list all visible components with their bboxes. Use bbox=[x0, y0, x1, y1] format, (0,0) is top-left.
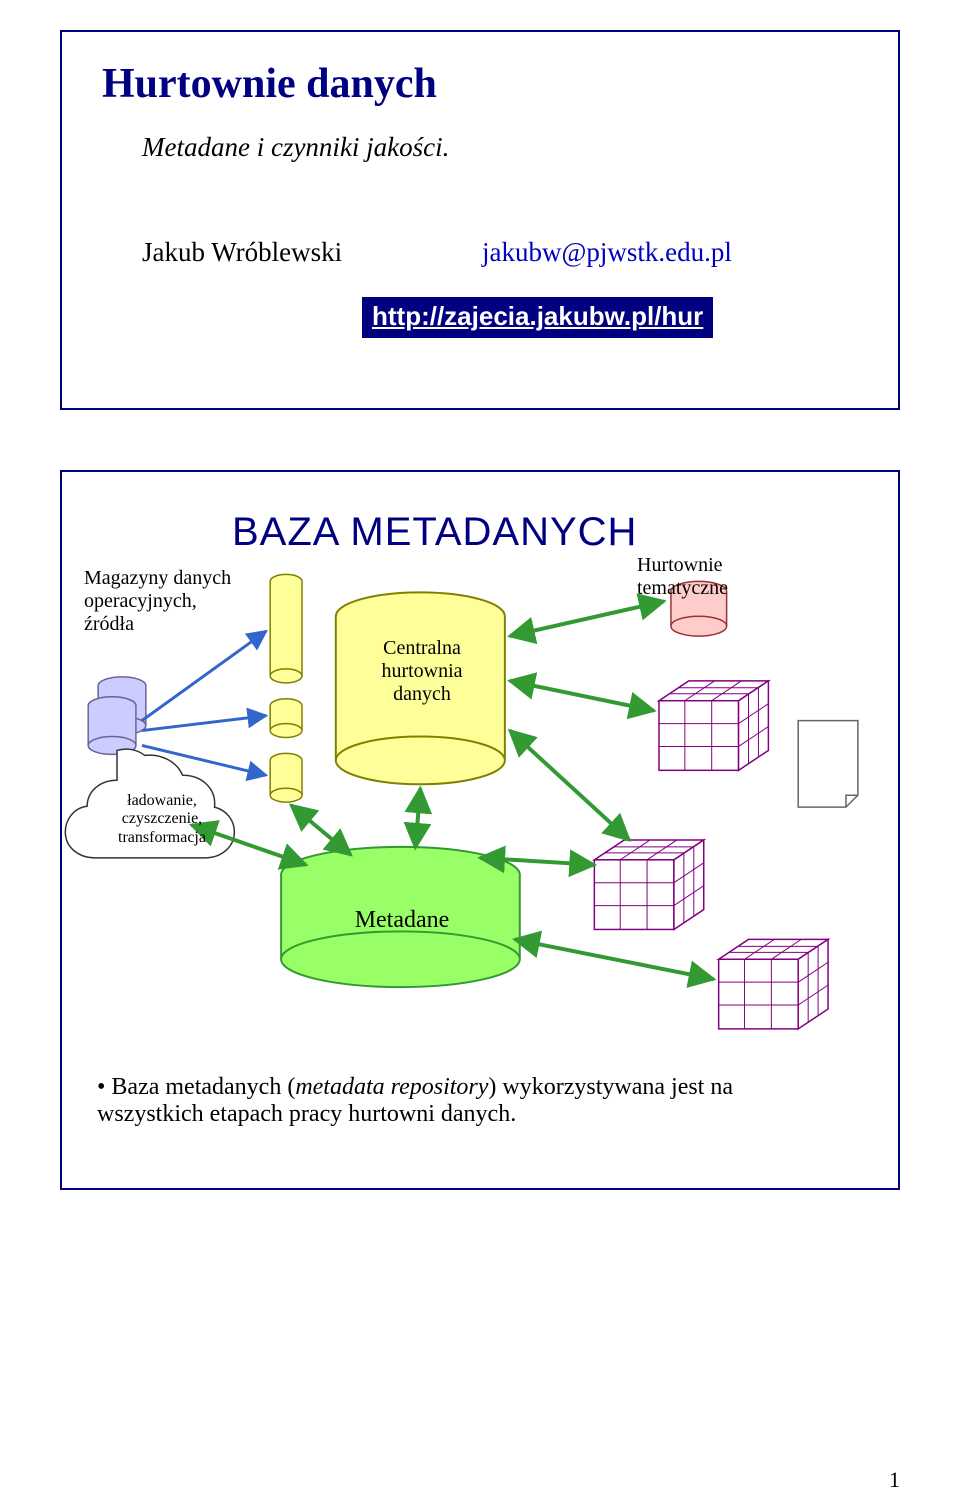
diagram-panel: BAZA METADANYCH bbox=[60, 470, 900, 1190]
author-email: jakubw@pjwstk.edu.pl bbox=[482, 237, 732, 268]
staging-cylinders bbox=[270, 574, 302, 802]
metadata-label: Metadane bbox=[322, 907, 482, 935]
author-name: Jakub Wróblewski bbox=[142, 237, 342, 268]
page-subtitle: Metadane i czynniki jakości. bbox=[142, 132, 449, 163]
title-panel: Hurtownie danych Metadane i czynniki jak… bbox=[60, 30, 900, 410]
central-warehouse-label: Centralna hurtownia danych bbox=[362, 637, 482, 706]
olap-cube-1 bbox=[659, 681, 768, 771]
course-link[interactable]: http://zajecia.jakubw.pl/hur bbox=[362, 297, 713, 338]
page-title: Hurtownie danych bbox=[102, 60, 437, 108]
olap-cube-2 bbox=[594, 840, 703, 930]
source-db-icon bbox=[88, 677, 146, 755]
page-number: 1 bbox=[889, 1467, 900, 1493]
bullet-text: • Baza metadanych (metadata repository) … bbox=[97, 1074, 838, 1128]
report-icon bbox=[798, 721, 858, 808]
sources-label: Magazyny danych operacyjnych, źródła bbox=[84, 567, 231, 636]
data-marts-label: Hurtownie tematyczne bbox=[637, 554, 728, 600]
etl-cloud-label: ładowanie, czyszczenie, transformacja bbox=[102, 792, 222, 847]
olap-cube-3 bbox=[719, 939, 828, 1029]
